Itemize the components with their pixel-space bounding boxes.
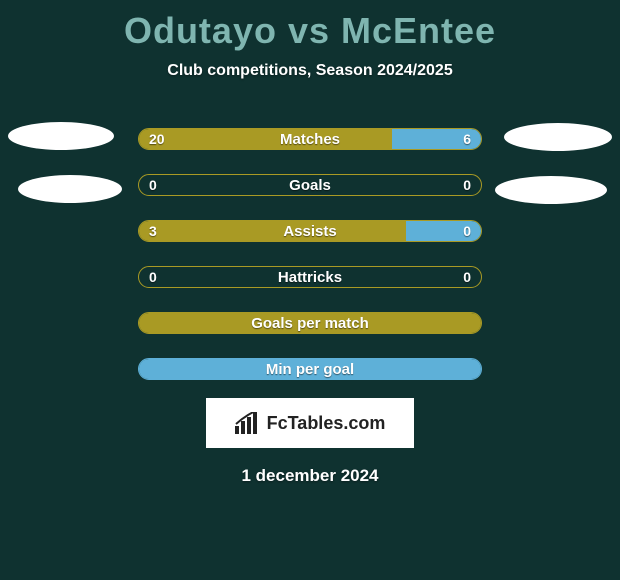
stat-value-left: 20 <box>149 129 165 149</box>
stat-label: Matches <box>139 129 481 149</box>
stat-row: Goals per match <box>138 312 482 334</box>
stat-label: Assists <box>139 221 481 241</box>
stat-label: Goals per match <box>139 313 481 333</box>
stat-label: Hattricks <box>139 267 481 287</box>
stat-value-right: 6 <box>463 129 471 149</box>
bar-chart-icon <box>235 412 261 434</box>
stats-container: Matches206Goals00Assists30Hattricks00Goa… <box>138 128 482 380</box>
stat-row: Hattricks0 0 <box>138 266 482 288</box>
logo-text: FcTables.com <box>267 413 386 434</box>
stat-value-left: 0 <box>149 267 157 287</box>
avatar <box>18 175 122 203</box>
stat-value-right: 0 <box>463 221 471 241</box>
logo: FcTables.com <box>206 398 414 448</box>
subtitle: Club competitions, Season 2024/2025 <box>0 62 620 80</box>
stat-row: Goals0 0 <box>138 174 482 196</box>
avatar <box>8 122 114 150</box>
stat-value-left: 0 <box>149 175 157 195</box>
avatar <box>495 176 607 204</box>
page-title: Odutayo vs McEntee <box>0 0 620 52</box>
stat-label: Min per goal <box>139 359 481 379</box>
avatar <box>504 123 612 151</box>
stat-row: Matches20 6 <box>138 128 482 150</box>
stat-row: Min per goal <box>138 358 482 380</box>
stat-value-right: 0 <box>463 175 471 195</box>
stat-value-left: 3 <box>149 221 157 241</box>
stat-label: Goals <box>139 175 481 195</box>
date-label: 1 december 2024 <box>0 466 620 486</box>
stat-row: Assists3 0 <box>138 220 482 242</box>
stat-value-right: 0 <box>463 267 471 287</box>
